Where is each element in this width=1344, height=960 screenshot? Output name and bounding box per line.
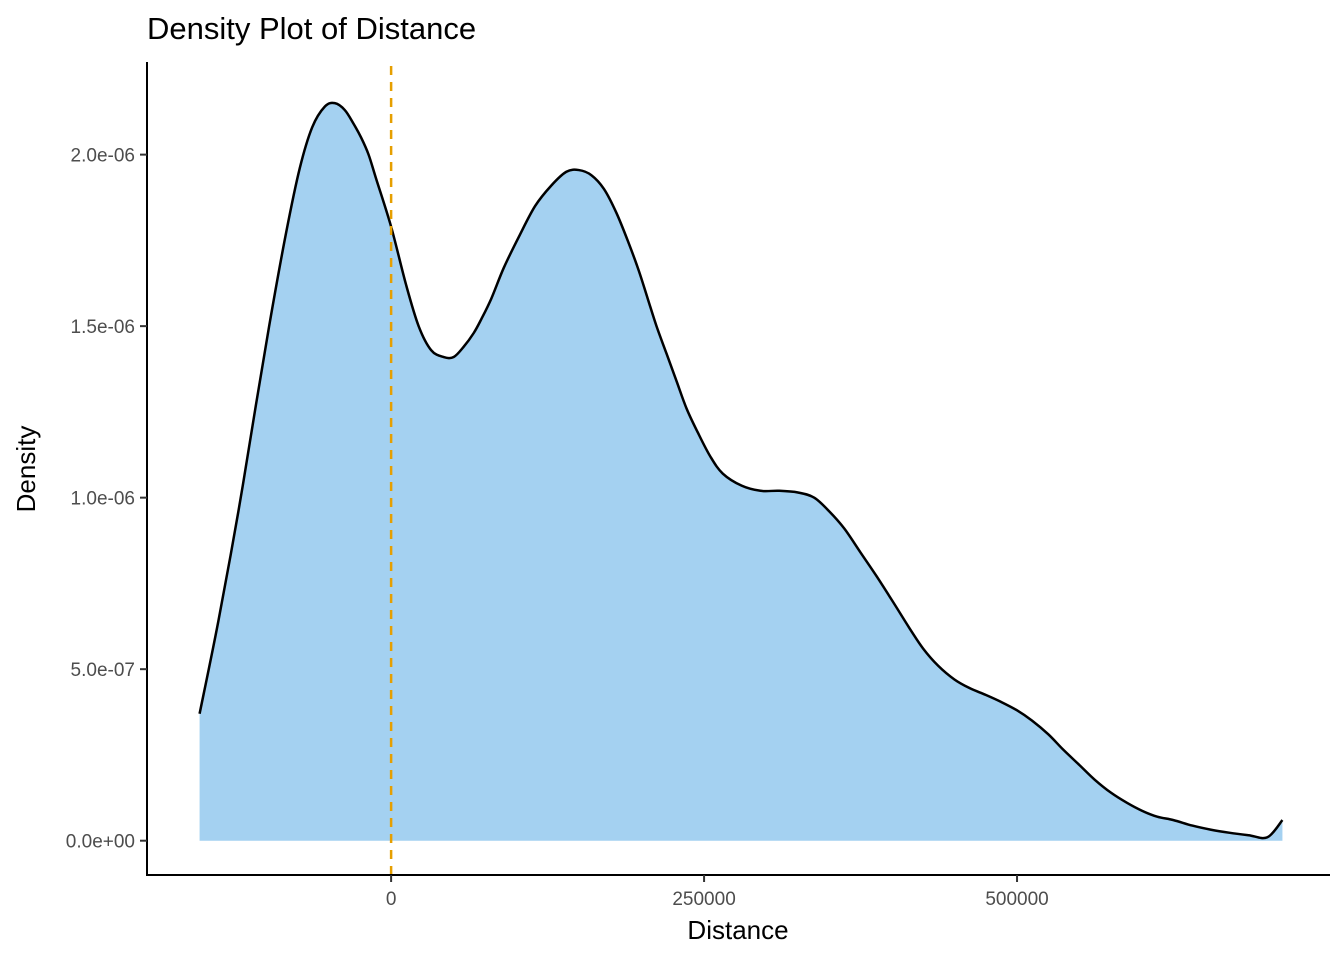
y-tick-label: 1.5e-06 — [71, 317, 135, 338]
tick-labels: 0.0e+00 5.0e-07 1.0e-06 1.5e-06 2.0e-06 0 2500… — [66, 146, 1049, 910]
chart-title: Density Plot of Distance — [147, 11, 476, 46]
y-tick-label: 2.0e-06 — [71, 146, 135, 167]
x-tick-label: 0 — [386, 889, 397, 910]
x-axis-title: Distance — [687, 915, 788, 945]
y-axis-title: Density — [11, 426, 41, 513]
x-tick-label: 500000 — [985, 889, 1048, 910]
axes — [146, 62, 1330, 876]
y-tick-label: 1.0e-06 — [71, 489, 135, 510]
density-curve — [198, 101, 1284, 840]
y-tick-label: 5.0e-07 — [71, 660, 135, 681]
y-tick-label: 0.0e+00 — [66, 832, 135, 853]
x-tick-label: 250000 — [672, 889, 735, 910]
density-area — [199, 102, 1283, 841]
plot-area — [198, 66, 1284, 875]
